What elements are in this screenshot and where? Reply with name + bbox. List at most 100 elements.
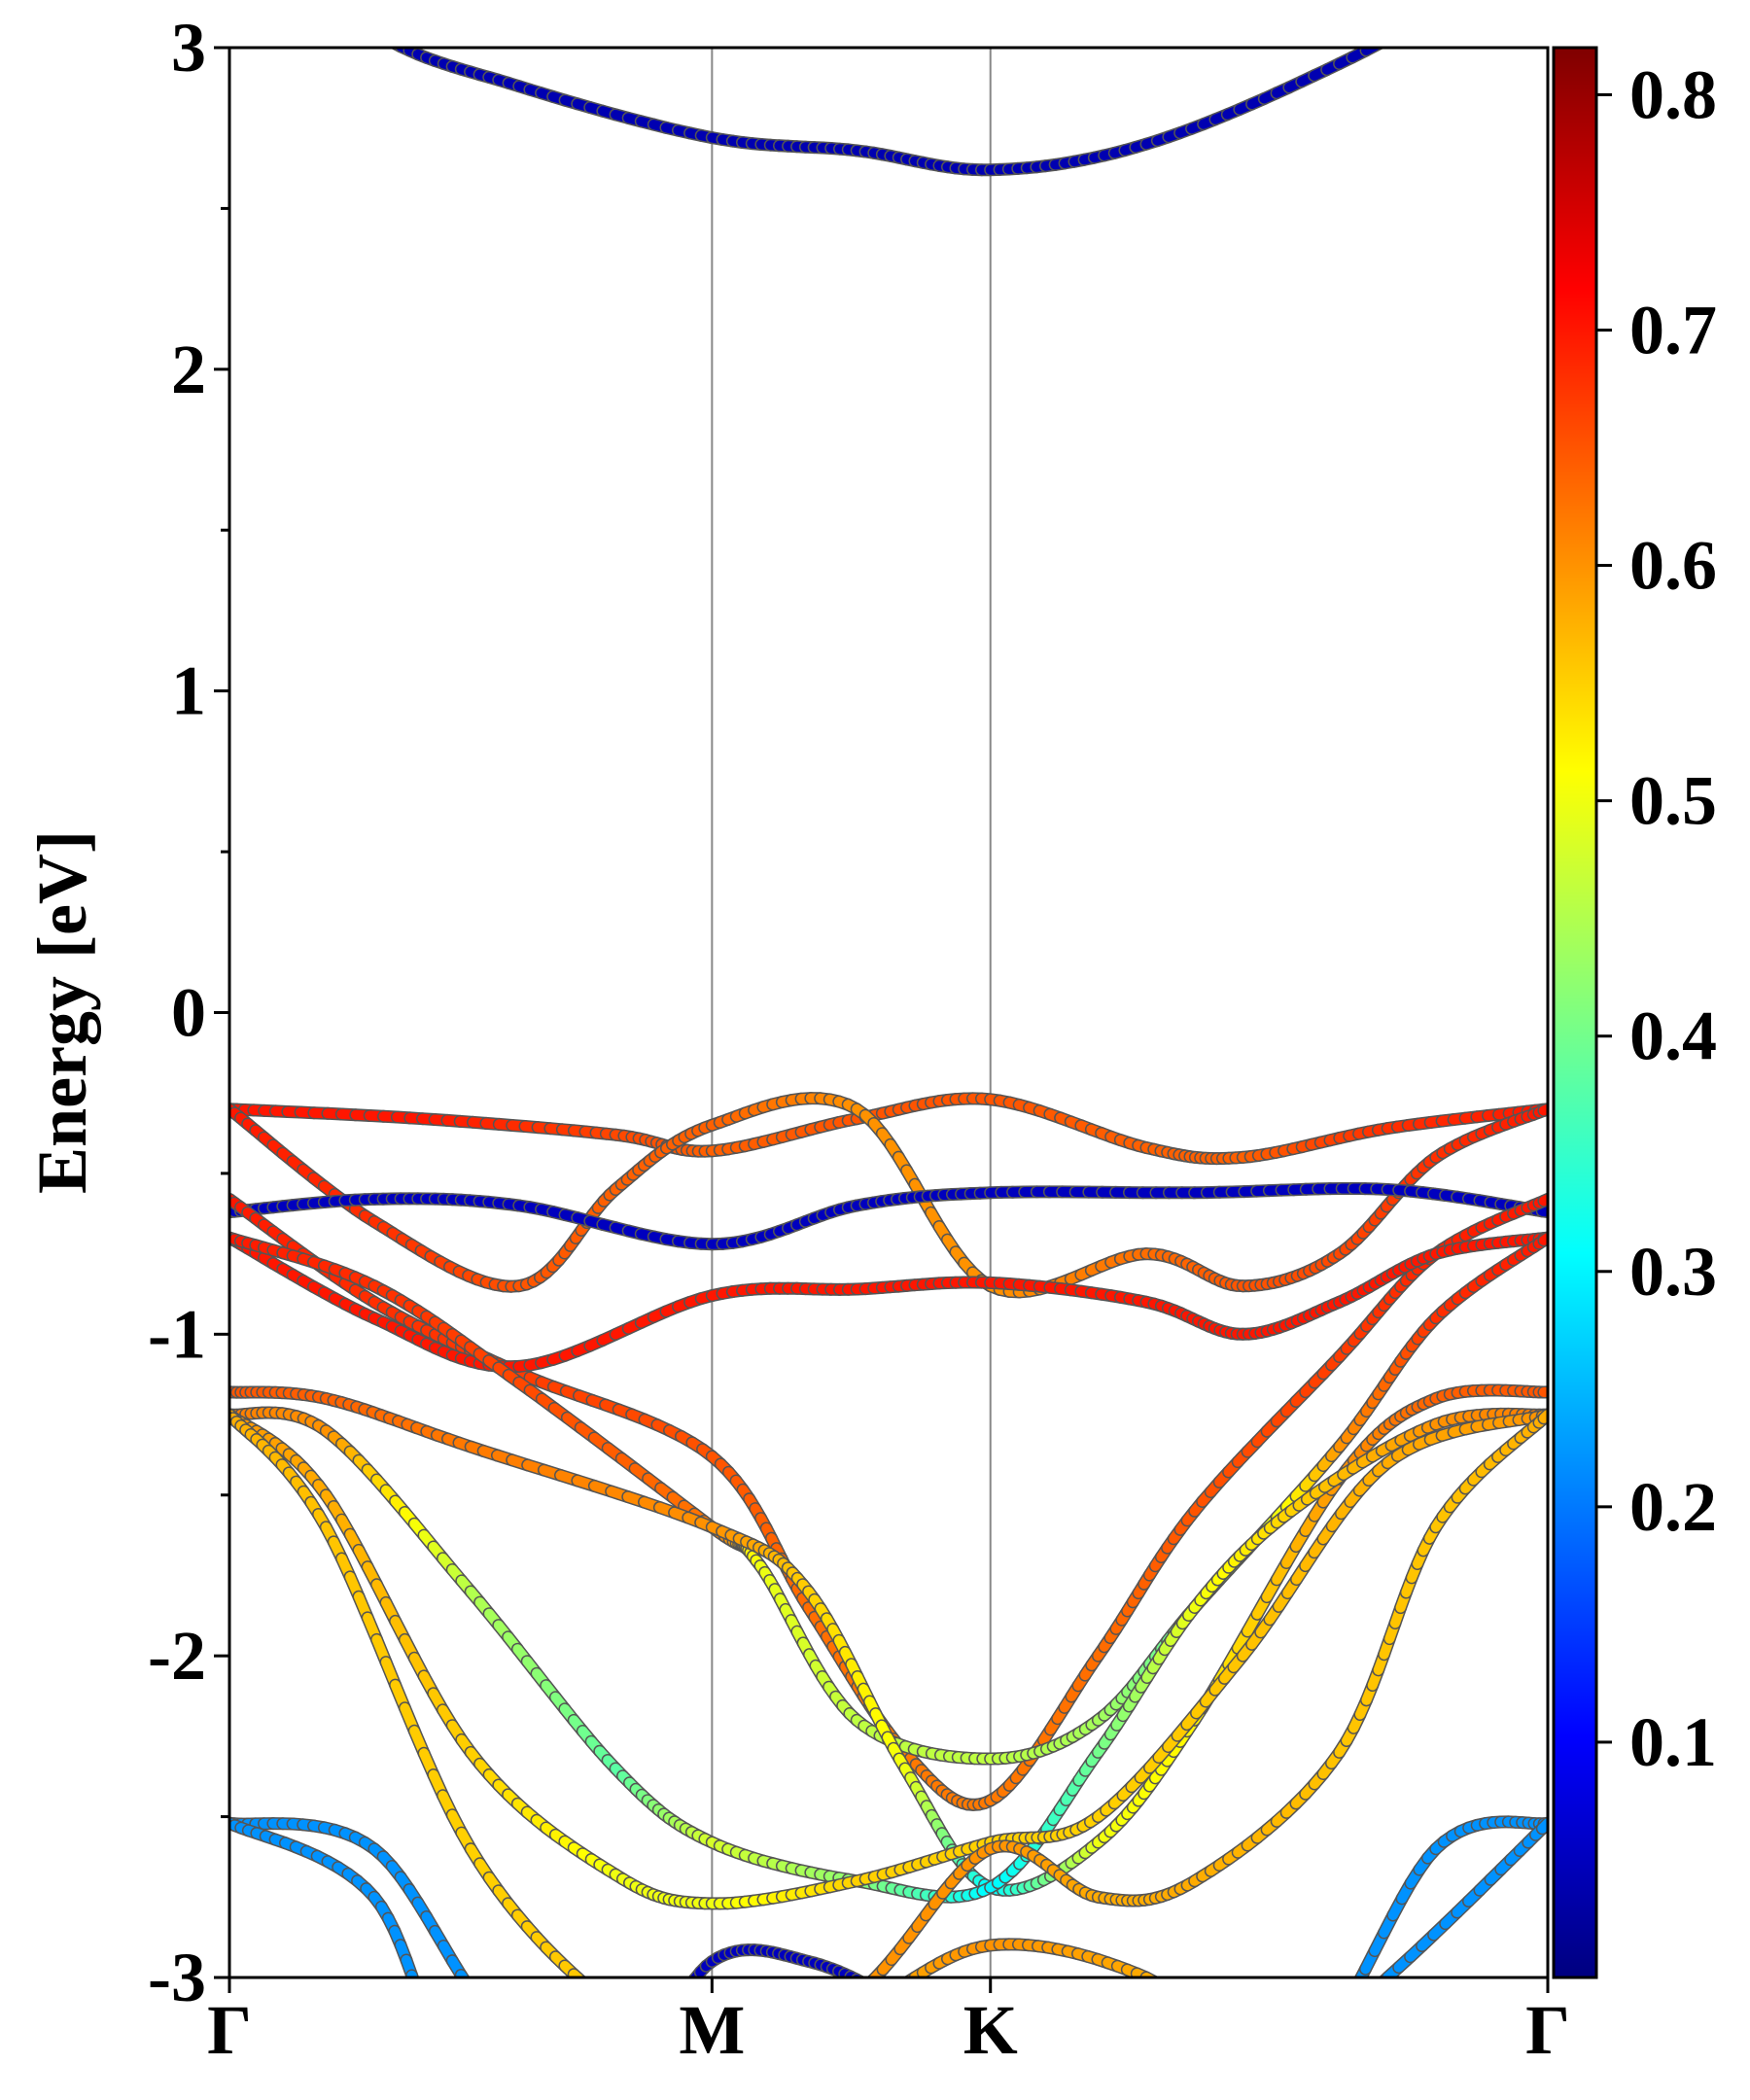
band-outline-segment xyxy=(669,2041,675,2042)
band-segment xyxy=(868,1974,880,1978)
band-segment xyxy=(1411,19,1426,27)
y-tick-label: 1 xyxy=(171,652,206,730)
band-outline-segment xyxy=(745,2036,753,2038)
band-outline-segment xyxy=(1192,2013,1201,2023)
band-outline-segment xyxy=(608,2004,615,2010)
band-segment xyxy=(848,1994,857,2000)
k-point-label: K xyxy=(963,1991,1018,2069)
band-outline-segment xyxy=(615,2010,622,2015)
band-outline-segment xyxy=(1378,1971,1394,1978)
band-segment xyxy=(959,2073,964,2080)
band-outline-segment xyxy=(565,2060,578,2062)
band-segment xyxy=(839,2000,848,2006)
band-segment xyxy=(874,1997,883,2002)
y-tick-label: -3 xyxy=(148,1939,206,2016)
band-segment xyxy=(1174,1996,1183,2005)
band-segment xyxy=(1379,48,1382,49)
band-segment xyxy=(661,2025,667,2035)
band-segment xyxy=(636,2025,642,2029)
band-segment xyxy=(1156,1982,1166,1989)
band-segment xyxy=(881,1993,887,1997)
band-outline-segment xyxy=(389,48,396,49)
band-outline-segment xyxy=(805,2028,814,2032)
band-outline-segment xyxy=(365,25,374,32)
band-outline-segment xyxy=(797,2032,806,2036)
band-segment xyxy=(862,1982,868,1985)
band-segment xyxy=(1330,2022,1342,2034)
band-segment xyxy=(1246,2065,1255,2071)
band-outline-segment xyxy=(1256,2092,1269,2100)
k-point-label: M xyxy=(679,1991,745,2069)
band-outline-segment xyxy=(840,2013,849,2017)
band-segment xyxy=(479,2002,489,2014)
y-tick-label: 2 xyxy=(171,331,206,408)
band-outline-segment xyxy=(902,1976,911,1978)
band-outline-segment xyxy=(770,2043,779,2046)
band-outline-segment xyxy=(687,1973,701,1978)
band-outline-segment xyxy=(578,2062,590,2064)
band-outline-segment xyxy=(831,2017,840,2021)
band-segment xyxy=(641,2064,653,2065)
band-outline-segment xyxy=(667,2014,673,2024)
band-segment xyxy=(471,1989,480,2003)
band-outline-segment xyxy=(947,2059,953,2066)
band-segment xyxy=(857,1987,865,1994)
colorbar-tick-label: 0.5 xyxy=(1629,762,1717,840)
band-segment xyxy=(822,2020,831,2024)
band-segment xyxy=(392,48,405,52)
band-segment xyxy=(857,2006,865,2010)
band-segment xyxy=(565,2060,578,2062)
band-segment xyxy=(761,2046,770,2048)
band-outline-segment xyxy=(591,1990,600,1997)
band-13 xyxy=(229,1816,1548,2100)
band-outline-segment xyxy=(922,2026,927,2032)
band-segment xyxy=(905,2010,911,2014)
band-segment xyxy=(1293,2058,1306,2070)
colorbar-tick-label: 0.3 xyxy=(1629,1233,1717,1311)
band-outline-segment xyxy=(1293,2058,1306,2070)
band-outline-segment xyxy=(630,2071,637,2079)
band-outline-segment xyxy=(661,2025,667,2035)
band-segment xyxy=(637,2063,644,2072)
band-segment xyxy=(1300,2060,1310,2069)
band-segment xyxy=(805,2028,814,2032)
band-segment xyxy=(964,2080,971,2086)
band-outline-segment xyxy=(1183,2005,1192,2013)
band-outline-segment xyxy=(637,2063,644,2072)
band-outline-segment xyxy=(1347,1987,1356,2005)
band-segment xyxy=(642,2029,648,2032)
band-segment xyxy=(1306,2046,1318,2057)
colorbar xyxy=(1552,46,1598,1979)
band-segment xyxy=(653,2035,659,2037)
band-outline-segment xyxy=(839,2000,848,2006)
band-outline-segment xyxy=(324,0,334,2)
band-outline-segment xyxy=(791,2022,801,2026)
band-outline-segment xyxy=(1455,0,1470,3)
band-7 xyxy=(229,1231,1548,1766)
band-segment xyxy=(917,2020,923,2026)
band-10 xyxy=(229,1408,1548,1910)
band-segment xyxy=(899,2006,905,2011)
band-outline-segment xyxy=(811,2014,821,2018)
colorbar-ticks: 0.1 0.2 0.3 0.4 0.5 0.6 0.7 0.8 xyxy=(1596,55,1717,1781)
band-outline-segment xyxy=(865,2002,874,2006)
band-outline-segment xyxy=(519,2042,530,2048)
band-outline-segment xyxy=(1441,3,1455,11)
band-outline-segment xyxy=(959,2073,964,2080)
band-segment xyxy=(893,2001,899,2005)
band-outline-segment xyxy=(763,2032,773,2035)
band-segment xyxy=(630,2071,637,2079)
band-segment xyxy=(782,2026,791,2029)
band-segment xyxy=(869,1986,875,1990)
band-4 xyxy=(229,1182,1548,1251)
y-tick-label: -2 xyxy=(148,1617,206,1695)
band-outline-segment xyxy=(457,2090,464,2099)
band-segment xyxy=(434,2039,439,2053)
band-outline-segment xyxy=(1353,1999,1365,2011)
band-segment xyxy=(569,1969,585,1978)
band-segment xyxy=(553,2057,565,2060)
band-outline-segment xyxy=(1280,2070,1293,2082)
band-segment xyxy=(1202,2023,1210,2033)
band-outline-segment xyxy=(887,1997,892,2001)
